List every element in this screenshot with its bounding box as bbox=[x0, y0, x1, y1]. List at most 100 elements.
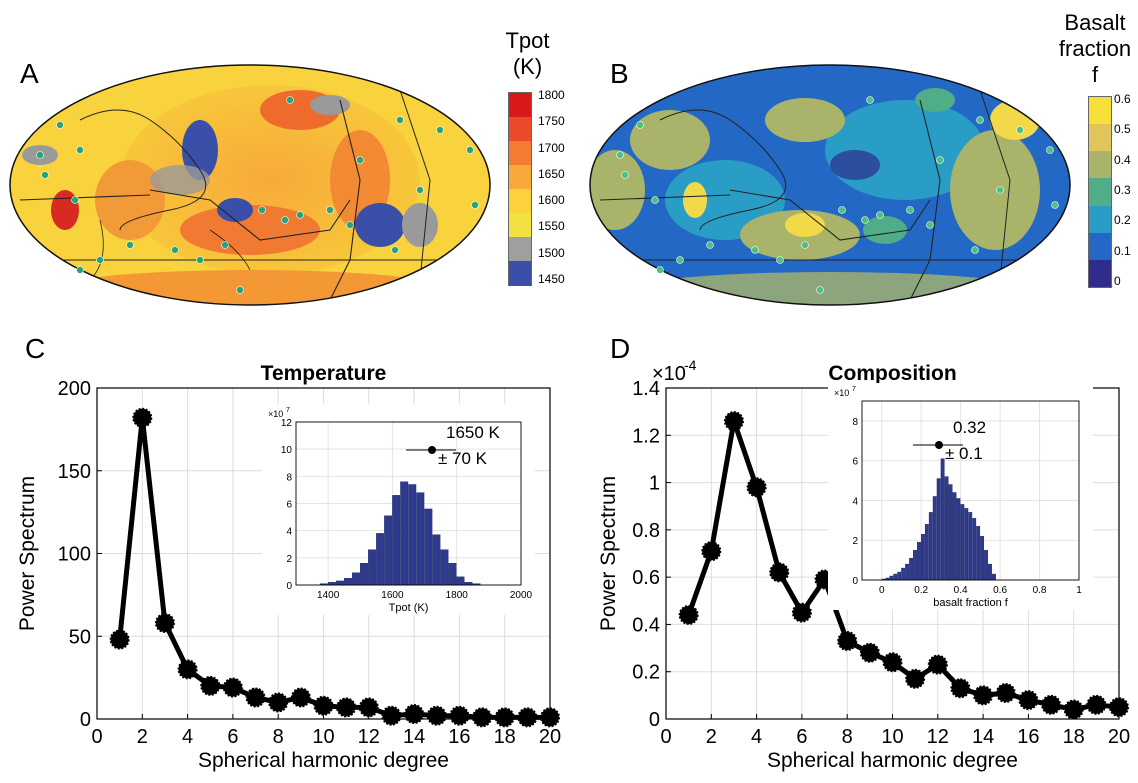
data-point bbox=[109, 629, 130, 650]
colorbar-segment bbox=[1089, 205, 1111, 234]
panel-letter-d: D bbox=[610, 333, 631, 364]
panel-letter-b: B bbox=[610, 58, 629, 89]
inset-bar bbox=[928, 512, 933, 581]
inset-bar bbox=[948, 484, 953, 581]
inset-bar bbox=[976, 526, 981, 581]
data-point bbox=[540, 707, 560, 728]
inset-frame bbox=[295, 421, 522, 586]
y-tick-label: 0 bbox=[649, 709, 660, 731]
colorbar-tick-label: 0.1 bbox=[1114, 243, 1131, 258]
data-point bbox=[1018, 690, 1039, 711]
inset-bar bbox=[352, 572, 360, 586]
y-tick-label: 1 bbox=[649, 473, 660, 495]
y-tick-label: 0.8 bbox=[632, 520, 660, 542]
data-point bbox=[995, 682, 1016, 703]
colorbar-segment bbox=[1089, 124, 1111, 152]
inset-bar bbox=[889, 575, 894, 581]
inset-bar bbox=[335, 580, 344, 586]
colorbar-segment bbox=[509, 141, 531, 166]
data-point bbox=[1063, 699, 1084, 720]
data-point bbox=[678, 604, 699, 625]
inset-bar bbox=[384, 515, 393, 586]
inset-bar bbox=[924, 524, 929, 581]
data-point bbox=[404, 704, 425, 725]
colorbar-temperature-title-line2: (K) bbox=[512, 54, 543, 79]
inset-bar bbox=[917, 542, 921, 581]
inset-bar bbox=[972, 518, 977, 581]
colorbar-segment bbox=[509, 213, 531, 238]
inset-x-tick-label: 0.2 bbox=[914, 585, 928, 596]
chart-title: Temperature bbox=[261, 362, 387, 385]
y-tick-label: 1.4 bbox=[632, 378, 660, 400]
inset-bar bbox=[920, 534, 925, 581]
y-tick-label: 200 bbox=[58, 378, 91, 400]
data-point bbox=[222, 677, 243, 698]
data-point bbox=[358, 697, 379, 718]
inset-y-tick-label: 4 bbox=[286, 527, 292, 538]
data-point bbox=[472, 707, 493, 728]
inset-y-tick-label: 0 bbox=[852, 576, 858, 587]
annotation-marker bbox=[935, 441, 943, 449]
inset-bar bbox=[936, 478, 941, 581]
chart-temperature: 0 2 4 6 8 10 12 14 16 18 20050100150200Temperature… bbox=[16, 362, 561, 772]
x-tick-label: 0 bbox=[660, 726, 671, 748]
annotation-marker bbox=[428, 446, 436, 454]
colorbar-basalt-title-line1: Basalt bbox=[1064, 10, 1126, 35]
data-point bbox=[132, 407, 153, 428]
colorbar-basalt bbox=[1088, 96, 1112, 288]
x-tick-label: 12 bbox=[927, 726, 949, 748]
inset-bar bbox=[905, 563, 910, 581]
colorbar-segment bbox=[1089, 97, 1111, 125]
inset-bar bbox=[392, 495, 401, 586]
y-axis-label: Power Spectrum bbox=[597, 476, 620, 631]
colorbar-segment bbox=[1089, 259, 1111, 288]
colorbar-temperature bbox=[508, 92, 532, 286]
inset-histogram: 0 0.2 0.4 0.6 0.8 1 0 2 4 6 8 basalt fraction f ×10 7… bbox=[828, 383, 1093, 610]
colorbar-segment bbox=[509, 117, 531, 142]
data-point bbox=[1086, 694, 1107, 715]
colorbar-segment bbox=[509, 237, 531, 262]
inset-bar bbox=[368, 549, 377, 586]
colorbar-tick-label: 0.5 bbox=[1114, 122, 1131, 137]
colorbar-segment bbox=[509, 261, 531, 286]
inset-x-tick-label: 1800 bbox=[446, 590, 469, 601]
x-tick-label: 6 bbox=[796, 726, 807, 748]
inset-x-axis-label: basalt fraction f bbox=[933, 597, 1009, 609]
inset-bar bbox=[964, 508, 969, 581]
y-tick-label: 0.4 bbox=[632, 614, 660, 636]
colorbar-temperature-ticks: 1800 1750 1700 1650 1600 1550 1500 1450 bbox=[538, 88, 578, 286]
data-point bbox=[882, 652, 903, 673]
colorbar-segment bbox=[1089, 178, 1111, 207]
x-tick-label: 18 bbox=[494, 726, 516, 748]
inset-bar bbox=[440, 549, 449, 586]
inset-bar bbox=[940, 458, 945, 581]
inset-x-tick-label: 1600 bbox=[381, 590, 404, 601]
x-tick-label: 16 bbox=[1017, 726, 1039, 748]
x-axis-label: Spherical harmonic degree bbox=[198, 749, 449, 772]
y-tick-label: 50 bbox=[69, 626, 91, 648]
inset-scale-exponent: 7 bbox=[286, 407, 290, 414]
colorbar-tick-label: 1500 bbox=[538, 245, 565, 260]
data-point bbox=[336, 697, 357, 718]
inset-y-tick-label: 8 bbox=[286, 472, 292, 483]
inset-bar bbox=[416, 492, 425, 586]
colorbar-tick-label: 1600 bbox=[538, 193, 565, 208]
data-point bbox=[950, 678, 971, 699]
colorbar-segment bbox=[509, 165, 531, 190]
colorbar-tick-label: 1550 bbox=[538, 219, 565, 234]
colorbar-segment bbox=[509, 93, 531, 118]
map-temperature bbox=[9, 64, 491, 306]
inset-x-tick-label: 0.6 bbox=[993, 585, 1007, 596]
x-tick-label: 20 bbox=[1108, 726, 1130, 748]
inset-y-tick-label: 8 bbox=[852, 417, 858, 428]
y-tick-label: 0.6 bbox=[632, 567, 660, 589]
panel-letter-c: C bbox=[25, 333, 46, 364]
colorbar-segment bbox=[1089, 232, 1111, 261]
inset-scale-label: ×10 bbox=[268, 409, 283, 419]
inset-bar bbox=[984, 549, 988, 581]
inset-bar bbox=[988, 563, 992, 581]
inset-bar bbox=[944, 476, 949, 581]
inset-bar bbox=[408, 484, 417, 586]
x-tick-label: 10 bbox=[881, 726, 903, 748]
inset-y-tick-label: 4 bbox=[852, 496, 858, 507]
